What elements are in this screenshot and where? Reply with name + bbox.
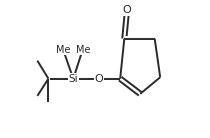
Text: O: O <box>123 5 131 15</box>
Text: Me: Me <box>56 45 70 55</box>
Text: Si: Si <box>68 74 78 84</box>
Text: O: O <box>94 74 103 84</box>
Text: Me: Me <box>76 45 90 55</box>
